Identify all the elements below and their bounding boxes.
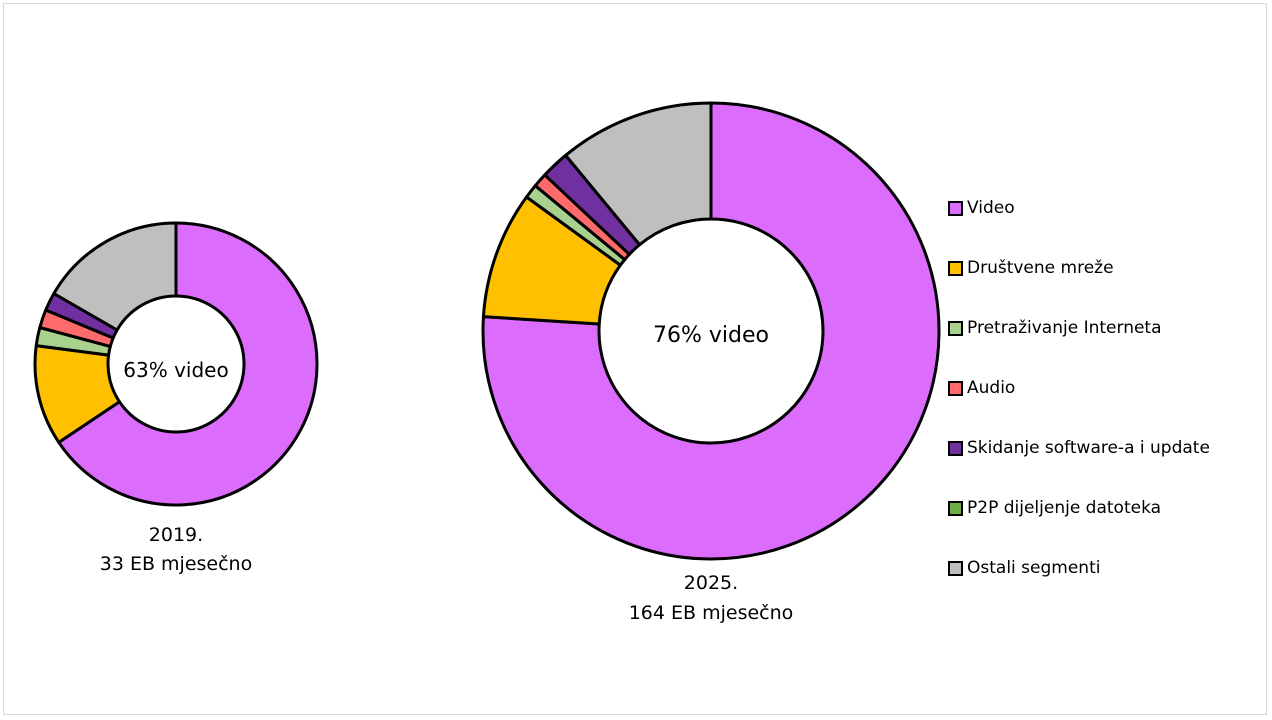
- legend-item-video: Video: [948, 196, 1015, 220]
- donut-2025-year-label: 2025.: [684, 572, 738, 594]
- legend-item-skidanje-software: Skidanje software-a i update: [948, 436, 1210, 460]
- legend-swatch-skidanje-software: [948, 440, 963, 456]
- legend-item-drustvene-mreze: Društvene mreže: [948, 256, 1114, 280]
- legend-swatch-p2p: [948, 500, 963, 516]
- donut-2025: [481, 101, 941, 561]
- donut-2019-total-label: 33 EB mjesečno: [100, 553, 252, 575]
- legend-label-audio: Audio: [967, 378, 1016, 398]
- legend-label-pretrazivanje-interneta: Pretraživanje Interneta: [967, 318, 1162, 338]
- donut-2025-total-label: 164 EB mjesečno: [629, 602, 794, 624]
- legend-item-audio: Audio: [948, 376, 1015, 400]
- legend-label-skidanje-software: Skidanje software-a i update: [967, 438, 1210, 458]
- slice-2025-video: [481, 101, 941, 561]
- donut-2019: [33, 221, 319, 507]
- donut-2019-year-label: 2019.: [149, 524, 203, 546]
- donut-2019-center-label: 63% video: [123, 358, 228, 382]
- legend-label-p2p: P2P dijeljenje datoteka: [967, 498, 1162, 518]
- legend-label-drustvene-mreze: Društvene mreže: [967, 258, 1114, 278]
- donut-2025-center-label: 76% video: [653, 323, 769, 348]
- legend-label-ostali-segmenti: Ostali segmenti: [967, 558, 1101, 578]
- legend-item-pretrazivanje-interneta: Pretraživanje Interneta: [948, 316, 1162, 340]
- legend-item-ostali-segmenti: Ostali segmenti: [948, 556, 1100, 580]
- slice-2019-ostali-segmenti: [52, 221, 178, 332]
- legend-item-p2p: P2P dijeljenje datoteka: [948, 496, 1161, 520]
- legend-swatch-audio: [948, 380, 963, 396]
- legend-swatch-drustvene-mreze: [948, 260, 963, 276]
- legend-swatch-pretrazivanje-interneta: [948, 320, 963, 336]
- legend-label-video: Video: [967, 198, 1015, 218]
- legend-swatch-ostali-segmenti: [948, 560, 963, 576]
- legend-swatch-video: [948, 200, 963, 216]
- slice-2025-ostali-segmenti: [564, 101, 713, 247]
- slice-2019-video: [57, 221, 319, 507]
